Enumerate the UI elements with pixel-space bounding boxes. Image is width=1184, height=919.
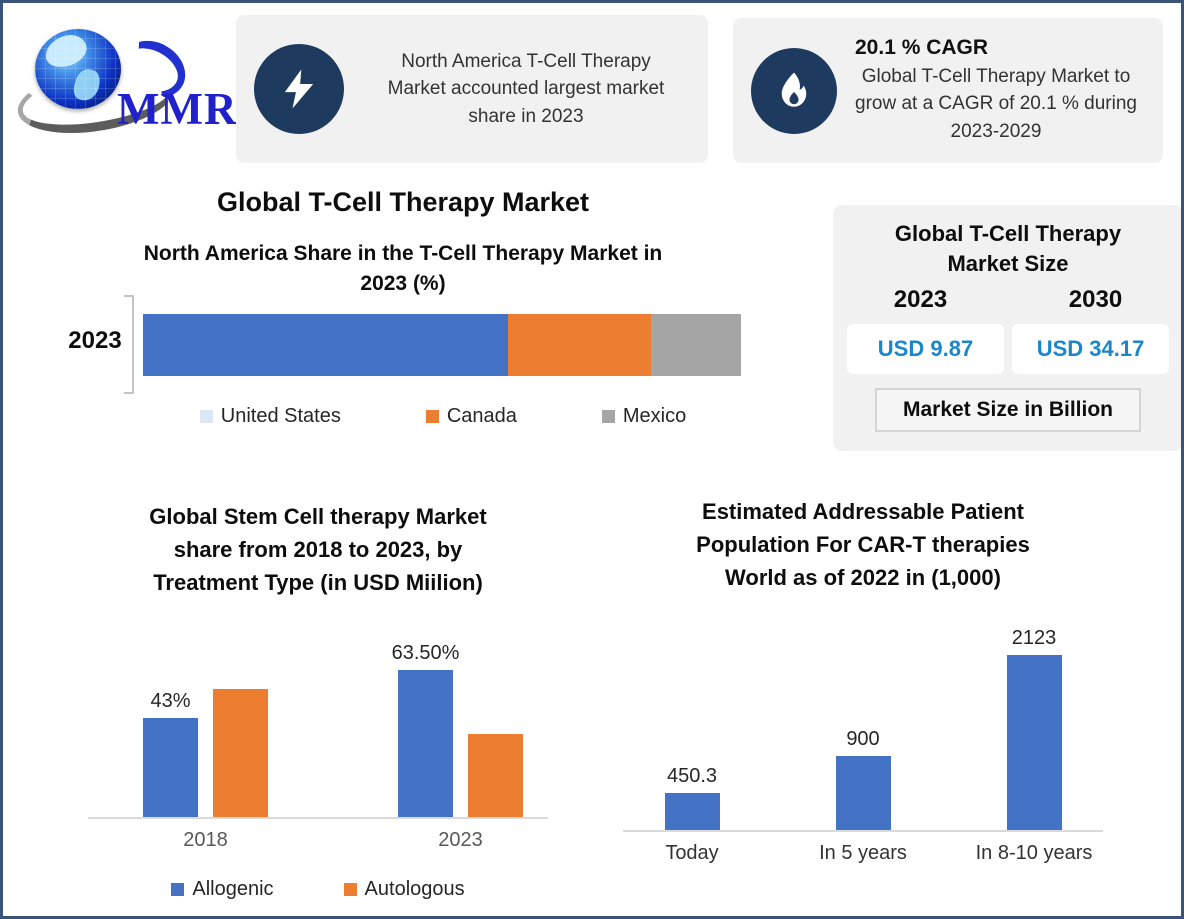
legend-item-autologous: Autologous (343, 878, 465, 901)
bar-2023-allogenic: 63.50% (392, 642, 459, 817)
na-share-chart-title: North America Share in the T-Cell Therap… (143, 242, 663, 296)
legend-marker-united-states (199, 410, 213, 423)
bar-group-2018: 43% (143, 688, 268, 817)
page-title: Global T-Cell Therapy Market (216, 187, 590, 217)
legend-marker-canada (425, 410, 439, 423)
bar-in-8-10-years: 2123 (1006, 627, 1062, 830)
legend-label-mexico: Mexico (622, 405, 687, 427)
x-tick-today: Today (665, 842, 719, 864)
na-share-legend: United States Canada Mexico (133, 405, 753, 428)
bar-label-2023-allogenic: 63.50% (391, 642, 460, 665)
legend-label-allogenic: Allogenic (192, 878, 274, 900)
market-size-values: USD 9.87 USD 34.17 (847, 324, 1169, 375)
legend-marker-mexico (601, 410, 615, 423)
bar-2023-autologous (468, 734, 523, 817)
market-size-year-2030: 2030 (1068, 286, 1123, 314)
bar-2018-autologous (213, 688, 268, 817)
legend-item-allogenic: Allogenic (171, 878, 274, 901)
bar-fill (1006, 654, 1062, 830)
bar-label-in-8-10-years: 2123 (1011, 626, 1057, 649)
cart-population-title: Estimated Addressable Patient Population… (696, 499, 1030, 590)
logo-text: MMR (117, 84, 238, 134)
bar-label-2018-allogenic: 43% (150, 689, 191, 712)
bar-segment-mexico (651, 314, 741, 376)
highlight-card-cagr: 20.1 % CAGR Global T-Cell Therapy Market… (733, 18, 1163, 163)
x-tick-in-5-years: In 5 years (819, 842, 907, 864)
x-tick-in-8-10-years: In 8-10 years (975, 842, 1093, 864)
legend-label-united-states: United States (220, 405, 341, 427)
stemcell-plot: 43% 63.50% (73, 642, 563, 817)
bar-fill (213, 688, 268, 817)
legend-item-united-states: United States (199, 405, 341, 428)
bar-label-in-5-years: 900 (846, 727, 880, 750)
bar-fill (143, 717, 198, 817)
globe-gridlines (35, 29, 121, 109)
x-tick-2018: 2018 (183, 829, 228, 851)
highlight-card-na-share: North America T-Cell Therapy Market acco… (236, 15, 708, 163)
legend-label-canada: Canada (446, 405, 517, 427)
cagr-body: Global T-Cell Therapy Market to grow at … (855, 65, 1137, 142)
cart-population-plot: 450.3 900 2123 (623, 627, 1103, 830)
stemcell-legend: Allogenic Autologous (73, 878, 563, 901)
cagr-title: 20.1 % CAGR (855, 35, 989, 59)
flame-icon (751, 47, 837, 134)
stemcell-x-axis (88, 817, 548, 819)
bar-segment-canada (507, 314, 652, 376)
stemcell-chart-title: Global Stem Cell therapy Market share fr… (149, 504, 487, 595)
market-size-card: Global T-Cell Therapy Market Size 2023 2… (833, 205, 1181, 451)
bar-fill (835, 755, 891, 830)
legend-item-mexico: Mexico (601, 405, 687, 428)
stemcell-xlabels: 2018 2023 (73, 829, 563, 852)
market-size-title: Global T-Cell Therapy Market Size (894, 221, 1122, 276)
bar-in-5-years: 900 (835, 728, 891, 830)
x-tick-2023: 2023 (438, 829, 483, 851)
cart-population-chart: Estimated Addressable Patient Population… (623, 495, 1103, 865)
bar-fill (664, 792, 720, 830)
bar-segment-united-states (143, 314, 508, 376)
market-size-value-2023: USD 9.87 (847, 324, 1004, 375)
na-share-bar (143, 314, 741, 376)
bar-2018-allogenic: 43% (143, 690, 198, 817)
legend-label-autologous: Autologous (364, 878, 465, 900)
globe-logo-icon (35, 29, 121, 109)
bar-today: 450.3 (664, 765, 720, 830)
bar-fill (468, 734, 523, 817)
legend-item-canada: Canada (425, 405, 517, 428)
cart-population-x-axis (623, 830, 1103, 832)
mmr-logo: MMR (13, 17, 242, 147)
lightning-icon (254, 44, 344, 134)
bar-label-today: 450.3 (666, 764, 718, 787)
cart-population-xlabels: Today In 5 years In 8-10 years (623, 842, 1103, 865)
legend-marker-autologous (343, 883, 357, 896)
axis-bracket (124, 295, 134, 394)
highlight-card-body: North America T-Cell Therapy Market acco… (387, 50, 665, 127)
market-size-year-2023: 2023 (893, 286, 948, 314)
market-size-footer: Market Size in Billion (875, 388, 1141, 433)
bar-group-2023: 63.50% (392, 642, 523, 817)
legend-marker-allogenic (171, 883, 185, 896)
market-size-value-2030: USD 34.17 (1012, 324, 1169, 375)
na-share-category-label: 2023 (68, 327, 122, 354)
stemcell-chart: Global Stem Cell therapy Market share fr… (73, 500, 563, 901)
market-size-years: 2023 2030 (833, 286, 1181, 314)
bar-fill (398, 670, 453, 817)
